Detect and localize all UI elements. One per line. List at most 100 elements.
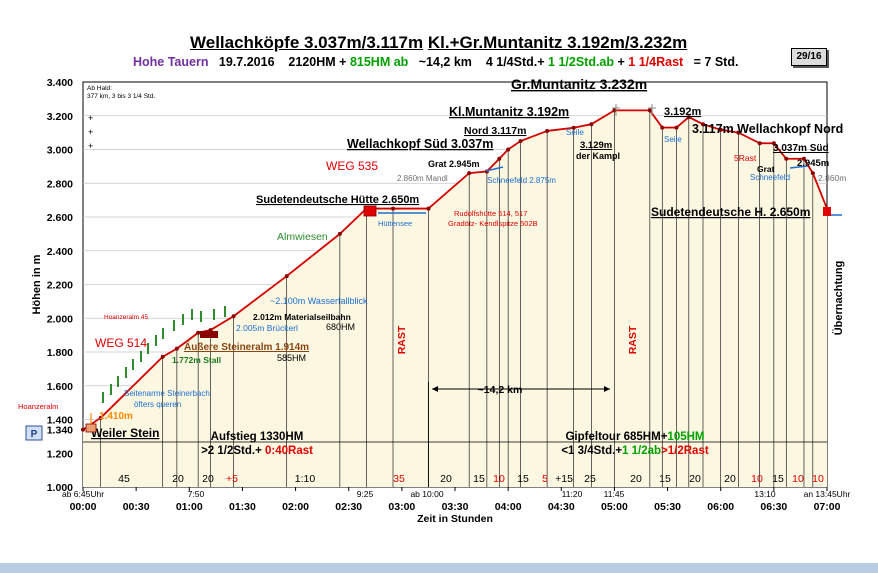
sub-plus2: + xyxy=(617,55,625,69)
sub-total: = 7 Std. xyxy=(693,55,739,69)
segment-minutes-8: 10 xyxy=(493,473,505,485)
weiler-house-icon xyxy=(85,423,97,433)
hm585-label: 585HM xyxy=(277,353,306,363)
time-mark-7: an 13:45Uhr xyxy=(804,489,851,499)
y-tick-label-10: 2.800 xyxy=(47,178,73,190)
y-tick-label-9: 2.600 xyxy=(47,212,73,224)
weg535-label: WEG 535 xyxy=(326,159,378,173)
y-tick-label-12: 3.200 xyxy=(47,111,73,123)
profile-fill xyxy=(83,110,827,488)
profile-point-28 xyxy=(757,141,762,146)
profile-point-8 xyxy=(337,231,342,236)
segment-minutes-18: 15 xyxy=(772,473,784,485)
profile-segment-12 xyxy=(427,172,470,210)
profile-segment-20 xyxy=(590,109,615,125)
aeussere-steineralm-hut xyxy=(200,331,218,338)
segment-minutes-1: 20 xyxy=(172,473,184,485)
y-tick-label-6: 2.000 xyxy=(47,313,73,325)
x-tick-label-8: 04:00 xyxy=(495,501,522,513)
x-tick-label-2: 01:00 xyxy=(176,501,203,513)
x-tick-label-11: 05:30 xyxy=(654,501,681,513)
profile-point-22 xyxy=(660,125,665,130)
h1410-label: 1.410m xyxy=(99,411,133,422)
profile-segment-30 xyxy=(773,142,787,160)
profile-point-0 xyxy=(81,427,85,432)
profile-segment-32 xyxy=(803,158,814,174)
brueckerl-label: 2.005m Brückerl xyxy=(236,323,298,333)
sudetendeutsche-h-label: Sudetendeutsche H. 2.650m xyxy=(651,205,810,219)
summary-left-line1: Aufstieg 1330HM xyxy=(211,431,304,443)
profile-point-29 xyxy=(771,141,776,146)
distance-arrow-left xyxy=(432,386,438,392)
h2945-label: 2.945m xyxy=(797,158,829,169)
page-badge: 29/16 xyxy=(791,48,827,66)
rest-label-2: RAST xyxy=(627,325,639,354)
profile-point-18 xyxy=(571,125,576,130)
profile-point-26 xyxy=(718,127,723,132)
segment-minutes-17: 10 xyxy=(751,473,763,485)
y-tick-label-13: 3.400 xyxy=(47,77,73,89)
x-tick-label-14: 07:00 xyxy=(814,501,841,513)
profile-point-19 xyxy=(589,122,594,127)
profile-point-16 xyxy=(518,139,523,144)
x-tick-label-10: 05:00 xyxy=(601,501,628,513)
wasserfall-label: ~2.100m Wasserfallblick xyxy=(270,296,368,306)
sub-date: 19.7.2016 xyxy=(218,55,275,69)
plus-mark-2: + xyxy=(88,127,93,137)
profile-point-1 xyxy=(98,415,103,420)
profile-point-23 xyxy=(674,125,679,130)
snowfield2-line xyxy=(789,165,809,169)
mandl-label: 2.860m Mandl xyxy=(397,174,448,183)
sub-region: Hohe Tauern xyxy=(133,55,209,69)
segment-minutes-19: 10 xyxy=(792,473,804,485)
chart-subtitle: Hohe Tauern 19.7.2016 2120HM + 815HM ab … xyxy=(133,55,738,69)
huettensee-label: Hüttensee xyxy=(378,219,412,228)
summary-left-line2: >2 1/2Std.+ 0:40Rast xyxy=(201,445,313,457)
weg514-label: WEG 514 xyxy=(95,336,147,350)
chart-title: Wellachköpfe 3.037m/3.117m Kl.+Gr.Muntan… xyxy=(190,33,687,53)
y-axis-label: Höhen in m xyxy=(31,254,43,314)
profile-point-21 xyxy=(647,108,652,113)
profile-segment-2 xyxy=(100,356,164,419)
profile-point-31 xyxy=(801,156,806,161)
almwiesen-label: Almwiesen xyxy=(277,231,328,243)
profile-segment-17 xyxy=(520,130,548,142)
rest-label-1: RAST xyxy=(396,325,408,354)
sub-time1: 4 1/4Std.+ xyxy=(485,55,545,69)
x-tick-label-6: 03:00 xyxy=(388,501,415,513)
profile-point-27 xyxy=(736,130,741,135)
segment-minutes-20: 10 xyxy=(812,473,824,485)
wellachkopf-sued-label: Wellachkopf Süd 3.037m xyxy=(347,137,493,151)
klmuntanitz-label: Kl.Muntanitz 3.192m xyxy=(449,105,569,119)
h3037-label: 3.037m Süd xyxy=(773,143,829,154)
segment-minutes-9: 15 xyxy=(517,473,529,485)
grat-label: Grat 2.945m xyxy=(428,159,480,169)
snowfield1-line xyxy=(485,166,504,172)
schneefeld2-label: Schneefeld xyxy=(750,173,790,182)
x-tick-label-4: 02:00 xyxy=(282,501,309,513)
sudetenhuette-label: Sudetendeutsche Hütte 2.650m xyxy=(256,194,419,206)
sub-plus: + xyxy=(339,55,347,69)
segment-minutes-12: 25 xyxy=(584,473,596,485)
profile-point-32 xyxy=(810,171,815,176)
sudetenhuette-icon xyxy=(363,205,377,217)
seitenarme-line1: Seitenarme Steinerbach xyxy=(124,389,210,398)
grmuntanitz-label: Gr.Muntanitz 3.232m xyxy=(511,76,647,92)
end-hut-icon xyxy=(823,207,831,216)
segment-minutes-3: +5 xyxy=(226,473,238,485)
title-part1: Wellachköpfe 3.037m/3.117m xyxy=(190,33,424,52)
profile-segment-18 xyxy=(547,126,574,132)
profile-point-24 xyxy=(686,115,691,120)
y-tick-label-11: 3.000 xyxy=(47,145,73,157)
title-part2: Kl.+Gr.Muntanitz 3.192m/3.232m xyxy=(427,33,688,52)
uebernachtung-label: Übernachtung xyxy=(832,261,845,336)
segment-minutes-15: 20 xyxy=(689,473,701,485)
profile-segment-9 xyxy=(339,207,368,235)
aeussere-steineralm-label: Äußere Steineralm 1.914m xyxy=(184,340,309,353)
x-tick-label-5: 02:30 xyxy=(335,501,362,513)
profile-point-14 xyxy=(497,156,502,161)
time-mark-0: ab 6:45Uhr xyxy=(62,489,104,499)
grat2-label: Grat xyxy=(757,164,775,174)
time-mark-6: 13:10 xyxy=(754,489,776,499)
